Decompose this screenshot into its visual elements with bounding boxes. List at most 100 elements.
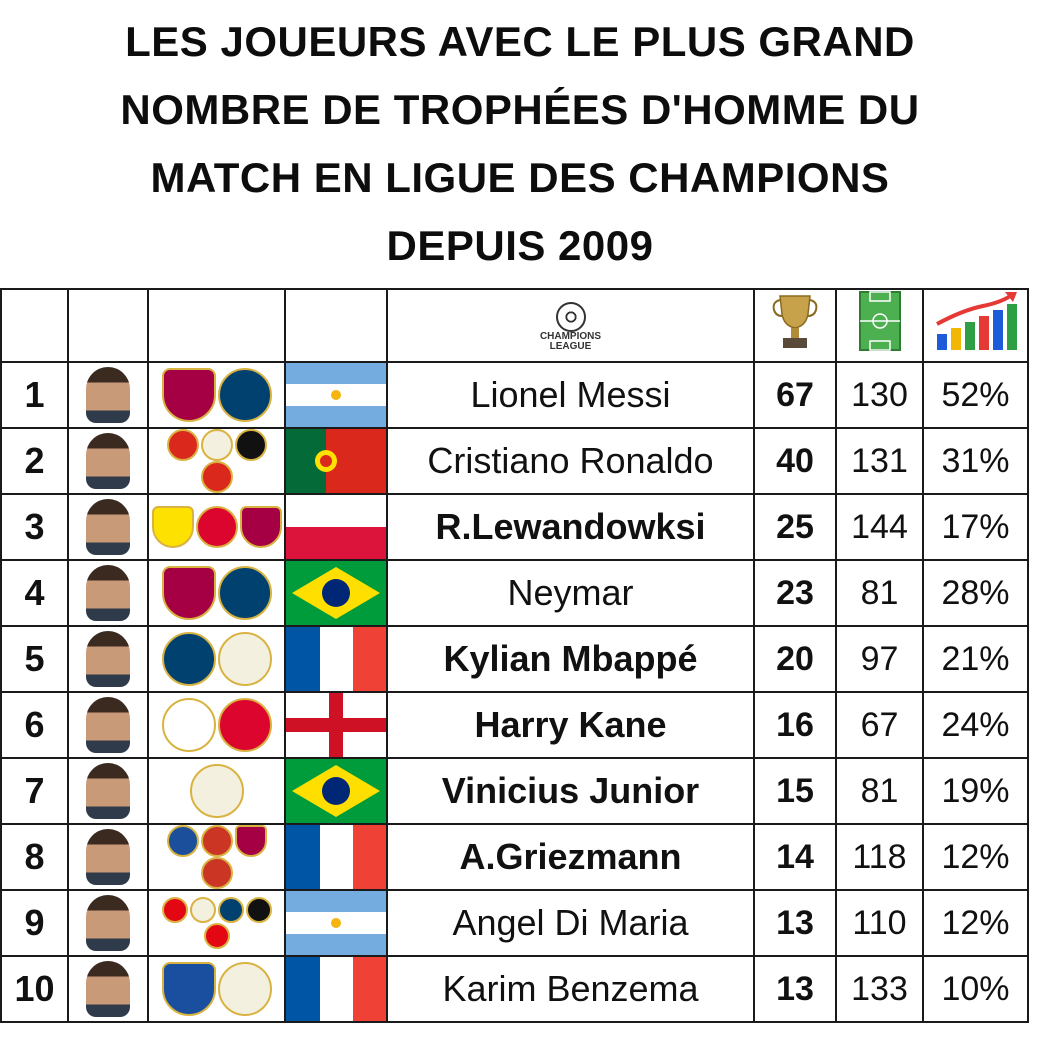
table-row: 5 Kylian Mbappé 20 97 21%: [0, 625, 1029, 693]
portugal-flag-icon: [287, 430, 385, 492]
title-line: MATCH EN LIGUE DES CHAMPIONS: [150, 154, 890, 201]
fc-barcelona-crest: [239, 506, 282, 548]
award-ratio: 21%: [922, 625, 1029, 693]
player-name: A.Griezmann: [386, 823, 755, 891]
real-madrid-crest: [217, 632, 272, 686]
rank-cell: 7: [0, 757, 69, 825]
header-league-cell: CHAMPIONS LEAGUE: [386, 288, 755, 363]
header-clubs-cell: [147, 288, 286, 363]
psg-crest: [217, 566, 272, 620]
player-photo-cell: [67, 361, 149, 429]
table-row: 10 Karim Benzema 13 133 10%: [0, 955, 1029, 1023]
clubs-cell: [147, 493, 286, 561]
player-photo-cell: [67, 625, 149, 693]
table-row: 2 Cristiano Ronaldo 40 131 31%: [0, 427, 1029, 495]
england-flag-icon: [287, 694, 385, 756]
motm-awards-count: 40: [753, 427, 837, 495]
player-name: Karim Benzema: [386, 955, 755, 1023]
header-photo-cell: [67, 288, 149, 363]
argentina-flag-icon: [287, 364, 385, 426]
rank-cell: 4: [0, 559, 69, 627]
flag-cell: [284, 757, 388, 825]
player-name: R.Lewandowksi: [386, 493, 755, 561]
player-photo: [86, 631, 130, 687]
title-line: DEPUIS 2009: [386, 222, 654, 269]
fc-barcelona-crest: [234, 826, 267, 857]
motm-awards-count: 13: [753, 955, 837, 1023]
player-name: Cristiano Ronaldo: [386, 427, 755, 495]
player-photo: [86, 763, 130, 819]
player-photo-cell: [67, 559, 149, 627]
table-row: 8 A.Griezmann 14 118 12%: [0, 823, 1029, 891]
matches-count: 67: [835, 691, 924, 759]
rank-cell: 8: [0, 823, 69, 891]
clubs-cell: [147, 691, 286, 759]
benfica-crest: [161, 897, 188, 923]
rank-cell: 6: [0, 691, 69, 759]
player-photo-cell: [67, 757, 149, 825]
flag-cell: [284, 889, 388, 957]
france-flag-icon: [287, 826, 385, 888]
matches-count: 81: [835, 757, 924, 825]
rank-cell: 3: [0, 493, 69, 561]
flag-cell: [284, 955, 388, 1023]
clubs-cell: [147, 625, 286, 693]
rank-cell: 9: [0, 889, 69, 957]
award-ratio: 19%: [922, 757, 1029, 825]
player-photo: [86, 367, 130, 423]
table-row: 3 R.Lewandowksi 25 144 17%: [0, 493, 1029, 561]
trophy-icon: [772, 295, 818, 348]
psg-crest: [217, 368, 272, 422]
flag-cell: [284, 823, 388, 891]
psg-crest: [217, 897, 244, 923]
title-line: LES JOUEURS AVEC LE PLUS GRAND: [125, 18, 915, 65]
clubs-cell: [147, 361, 286, 429]
bayern-munich-crest: [217, 698, 272, 752]
header-ratio-cell: [922, 288, 1029, 363]
rank-cell: 2: [0, 427, 69, 495]
motm-awards-count: 15: [753, 757, 837, 825]
motm-awards-count: 20: [753, 625, 837, 693]
player-photo: [86, 565, 130, 621]
matches-count: 133: [835, 955, 924, 1023]
flag-cell: [284, 361, 388, 429]
juventus-crest: [245, 897, 272, 923]
argentina-flag-icon: [287, 892, 385, 954]
player-name: Harry Kane: [386, 691, 755, 759]
motm-awards-count: 16: [753, 691, 837, 759]
player-photo: [86, 895, 130, 951]
matches-count: 118: [835, 823, 924, 891]
bar-chart-growth-icon: [935, 292, 1017, 350]
player-name: Angel Di Maria: [386, 889, 755, 957]
atletico-madrid-crest: [200, 857, 233, 888]
matches-count: 81: [835, 559, 924, 627]
clubs-cell: [147, 427, 286, 495]
league-logo-text: LEAGUE: [549, 341, 592, 352]
player-photo-cell: [67, 823, 149, 891]
juventus-crest: [234, 430, 267, 461]
title-line: NOMBRE DE TROPHÉES D'HOMME DU: [120, 86, 920, 133]
award-ratio: 52%: [922, 361, 1029, 429]
matches-count: 131: [835, 427, 924, 495]
olympique-lyonnais-crest: [161, 962, 216, 1016]
rank-cell: 1: [0, 361, 69, 429]
ranking-table: CHAMPIONS LEAGUE: [0, 288, 1029, 1023]
award-ratio: 17%: [922, 493, 1029, 561]
award-ratio: 12%: [922, 889, 1029, 957]
player-name: Kylian Mbappé: [386, 625, 755, 693]
benfica-crest: [203, 923, 230, 949]
player-photo: [86, 961, 130, 1017]
flag-cell: [284, 691, 388, 759]
award-ratio: 28%: [922, 559, 1029, 627]
player-photo: [86, 829, 130, 885]
bayern-munich-crest: [195, 506, 238, 548]
fc-barcelona-crest: [161, 566, 216, 620]
matches-count: 97: [835, 625, 924, 693]
header-rank-cell: [0, 288, 69, 363]
award-ratio: 12%: [922, 823, 1029, 891]
table-row: 4 Neymar 23 81 28%: [0, 559, 1029, 627]
player-photo-cell: [67, 691, 149, 759]
clubs-cell: [147, 955, 286, 1023]
brazil-flag-icon: [287, 562, 385, 624]
table-header-row: CHAMPIONS LEAGUE: [0, 288, 1029, 363]
